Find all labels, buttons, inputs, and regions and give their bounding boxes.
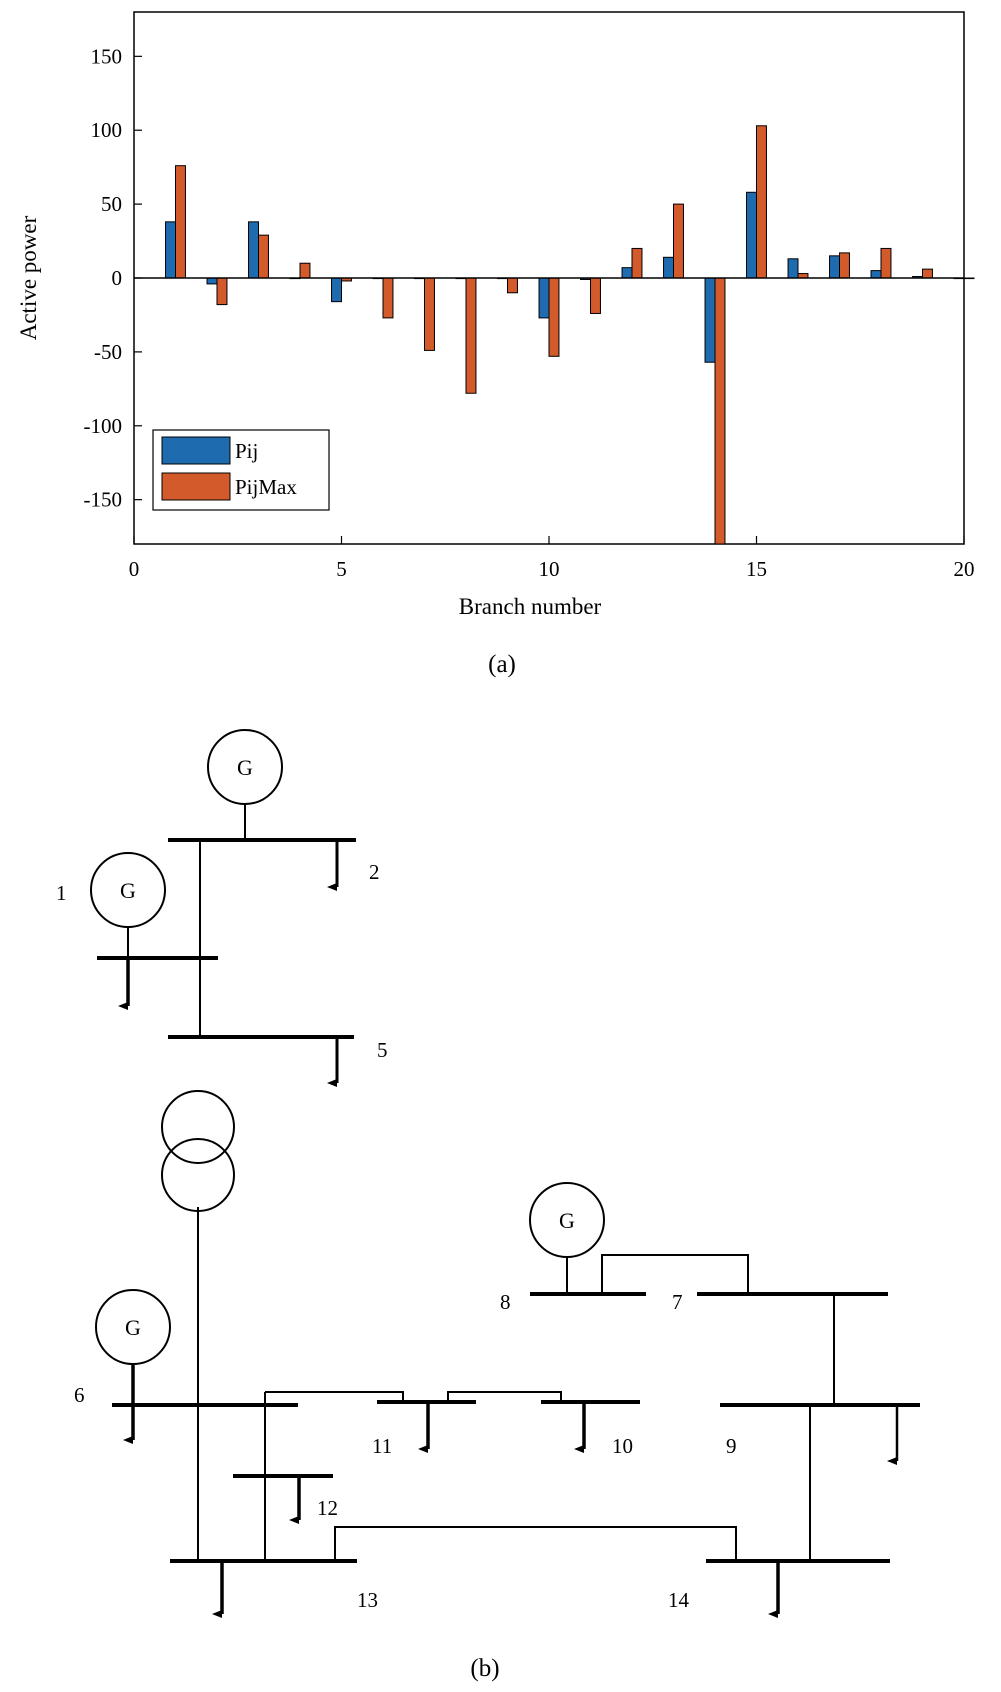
bus-label-2: 2 [369, 860, 380, 884]
legend-swatch-pijmax [161, 472, 231, 501]
bar-pijmax-branch-20 [963, 277, 975, 280]
y-tick-label: 0 [112, 266, 123, 290]
bar-pijmax-branch-10 [548, 277, 560, 357]
legend-label-pijmax: PijMax [235, 475, 297, 499]
bar-pij-branch-3 [248, 221, 259, 279]
bus-labels: 2 1 5 8 7 6 11 10 9 12 13 14 [56, 860, 737, 1612]
bar-pij-branch-13 [663, 256, 674, 279]
bar-pijmax-branch-9 [507, 277, 518, 294]
bar-pij-branch-2 [206, 277, 218, 285]
bus-label-5: 5 [377, 1038, 388, 1062]
y-tick-label: -50 [94, 340, 122, 364]
bar-pijmax-branch-1 [175, 165, 186, 279]
plot-area: 0 5 10 15 20 -150 -100 -50 0 50 100 150 [84, 11, 975, 581]
x-ticks: 0 5 10 15 20 [129, 536, 975, 581]
bar-pijmax-branch-3 [258, 234, 269, 279]
generator-bus8-icon: G [529, 1182, 605, 1258]
bar-pij-branch-12 [621, 267, 633, 279]
bus-label-9: 9 [726, 1434, 737, 1458]
line-bus8-bus7 [601, 1254, 749, 1294]
bar-pijmax-branch-6 [382, 277, 394, 319]
bus-label-8: 8 [500, 1290, 511, 1314]
bar-pijmax-branch-4 [299, 262, 311, 279]
bar-pij-branch-10 [538, 277, 550, 319]
buses [97, 838, 920, 1563]
legend-label-pij: Pij [235, 439, 258, 463]
y-tick-label: 100 [91, 118, 123, 142]
bar-pij-branch-16 [787, 258, 799, 279]
bus-label-12: 12 [317, 1496, 338, 1520]
bus-label-11: 11 [372, 1434, 392, 1458]
transformer-icon [161, 1090, 235, 1212]
bar-pijmax-branch-18 [880, 247, 892, 279]
loads [118, 840, 899, 1618]
bar-pijmax-branch-15 [756, 125, 767, 279]
x-tick-label: 20 [954, 557, 975, 581]
bus-label-6: 6 [74, 1383, 85, 1407]
bar-pijmax-branch-17 [839, 252, 850, 279]
bar-pijmax-branch-12 [631, 247, 643, 279]
line-bus6-bus11-route [265, 1391, 404, 1402]
generator-bus2-icon: G [207, 729, 283, 805]
svg-text:G: G [125, 1315, 141, 1340]
caption-b: (b) [470, 1655, 499, 1682]
bar-pij-branch-18 [870, 270, 882, 279]
legend-swatch-pij [161, 436, 231, 465]
bar-pij-branch-1 [165, 221, 176, 279]
y-axis-label: Active power [16, 215, 41, 340]
x-axis-label: Branch number [459, 594, 602, 619]
y-ticks: -150 -100 -50 0 50 100 150 [84, 44, 142, 512]
bar-pijmax-branch-11 [590, 277, 601, 314]
generators: G G G G [90, 729, 605, 1365]
bus-label-13: 13 [357, 1588, 378, 1612]
bar-pijmax-branch-13 [673, 203, 684, 279]
y-tick-label: 150 [91, 44, 123, 68]
bar-pij-branch-5 [331, 277, 343, 303]
caption-a: (a) [488, 651, 516, 678]
svg-text:G: G [237, 755, 253, 780]
line-bus13-bus14 [334, 1526, 737, 1561]
bar-pij-branch-14 [704, 277, 716, 363]
bar-pijmax-branch-7 [424, 277, 435, 351]
bar-pijmax-branch-19 [922, 268, 933, 279]
svg-text:G: G [559, 1208, 575, 1233]
bar-pijmax-branch-2 [216, 277, 228, 306]
x-tick-label: 5 [336, 557, 347, 581]
line-bus11-bus10 [447, 1391, 562, 1402]
generator-bus1-icon: G [90, 852, 166, 928]
x-tick-label: 15 [746, 557, 767, 581]
x-tick-label: 0 [129, 557, 140, 581]
y-tick-label: 50 [101, 192, 122, 216]
svg-text:G: G [120, 878, 136, 903]
bus-label-7: 7 [672, 1290, 683, 1314]
y-tick-label: -150 [84, 488, 123, 512]
x-tick-label: 10 [539, 557, 560, 581]
bus-label-1: 1 [56, 881, 67, 905]
legend: Pij PijMax [152, 429, 330, 511]
generator-bus6-icon: G [95, 1289, 171, 1365]
bar-chart: 0 5 10 15 20 -150 -100 -50 0 50 100 150 Branch num… [16, 11, 975, 678]
bar-pij-branch-17 [829, 255, 840, 279]
y-tick-label: -100 [84, 414, 123, 438]
connection-lines [127, 804, 835, 1561]
bus-diagram: G G G G 2 1 5 8 7 6 11 10 9 12 13 14 (b) [56, 729, 920, 1682]
bar-pij-branch-15 [746, 191, 757, 279]
bar-pijmax-branch-8 [465, 277, 477, 394]
bus-label-14: 14 [668, 1588, 690, 1612]
bar-pijmax-branch-14 [714, 277, 726, 545]
bus-label-10: 10 [612, 1434, 633, 1458]
